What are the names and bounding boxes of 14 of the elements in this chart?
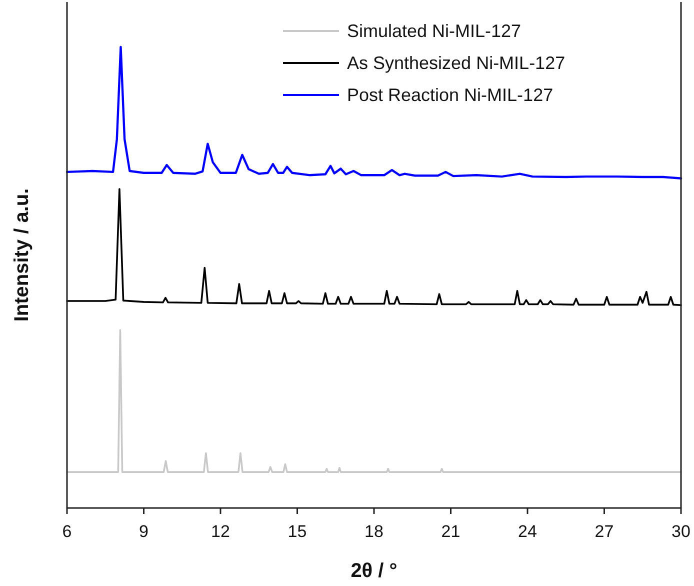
x-tick-label: 27 xyxy=(594,522,614,541)
x-tick-label: 24 xyxy=(518,522,537,541)
y-axis-title: Intensity / a.u. xyxy=(11,188,33,322)
legend-label: Post Reaction Ni-MIL-127 xyxy=(347,85,554,105)
x-tick-label: 6 xyxy=(62,522,72,541)
x-tick-label: 21 xyxy=(441,522,460,541)
legend-label: As Synthesized Ni-MIL-127 xyxy=(347,53,566,73)
x-tick-label: 9 xyxy=(139,522,148,541)
x-axis-title: 2θ / ° xyxy=(350,560,398,582)
legend-label: Simulated Ni-MIL-127 xyxy=(347,21,522,41)
x-tick-label: 30 xyxy=(672,522,690,541)
x-tick-label: 12 xyxy=(211,522,230,541)
x-tick-label: 15 xyxy=(288,522,307,541)
x-tick-label: 18 xyxy=(364,522,384,541)
